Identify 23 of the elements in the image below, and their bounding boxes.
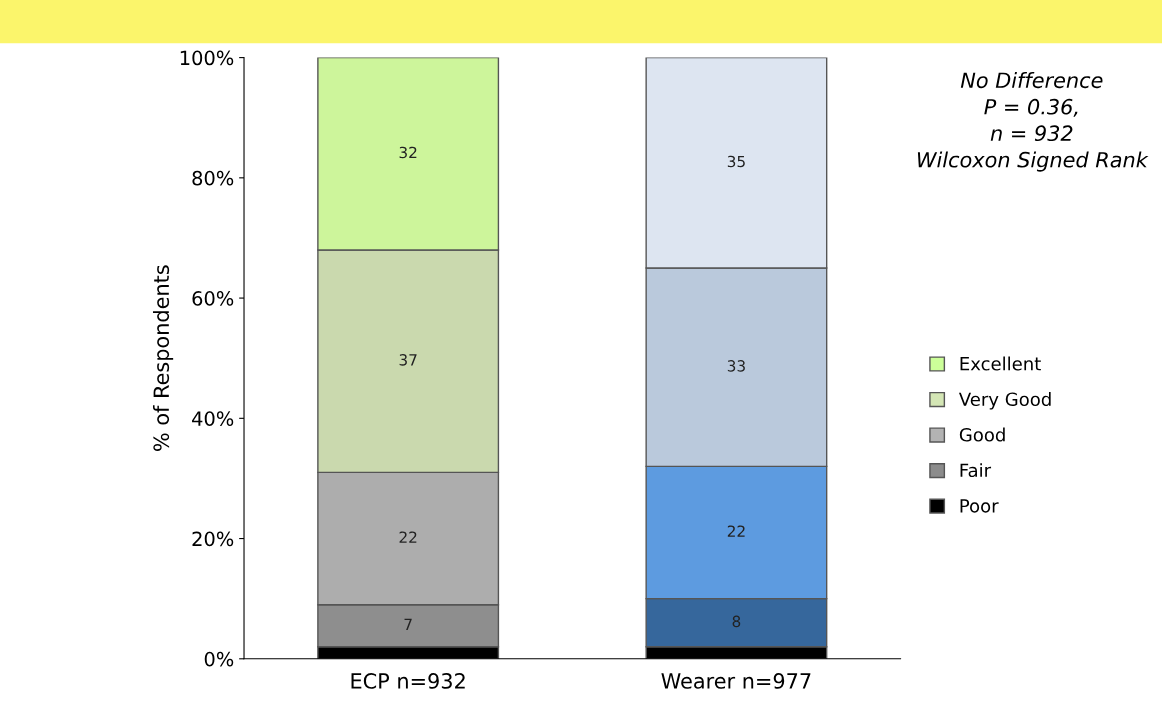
legend-label: Excellent	[960, 356, 1041, 371]
legend-label: Poor	[960, 499, 999, 513]
data-label: 8	[732, 615, 741, 628]
y-tick-label: 20%	[192, 531, 234, 547]
data-label: 35	[727, 155, 745, 168]
x-tick-label: Wearer n=977	[661, 673, 811, 689]
data-label: 33	[727, 360, 745, 372]
y-tick-label: 60%	[192, 291, 234, 306]
y-axis-title: % of Respondents	[152, 265, 174, 451]
y-tick-label: 80%	[192, 170, 234, 186]
x-tick-label: ECP n=932	[351, 673, 465, 689]
legend-label: Good	[959, 427, 1005, 442]
data-label: 32	[399, 146, 417, 159]
legend-label: Fair	[960, 463, 992, 478]
y-tick-label: 100%	[180, 50, 234, 66]
data-label: 22	[399, 531, 417, 543]
data-label: 7	[404, 618, 412, 630]
text: No Difference P = 0.36, n = 932 Wilcoxon Signed Rank	[917, 72, 1149, 172]
y-tick-label: 40%	[192, 411, 234, 426]
data-label: 37	[399, 354, 417, 366]
data-label: 22	[727, 525, 745, 537]
legend-label: Very Good	[958, 392, 1051, 410]
y-tick-label: 0%	[204, 651, 234, 667]
